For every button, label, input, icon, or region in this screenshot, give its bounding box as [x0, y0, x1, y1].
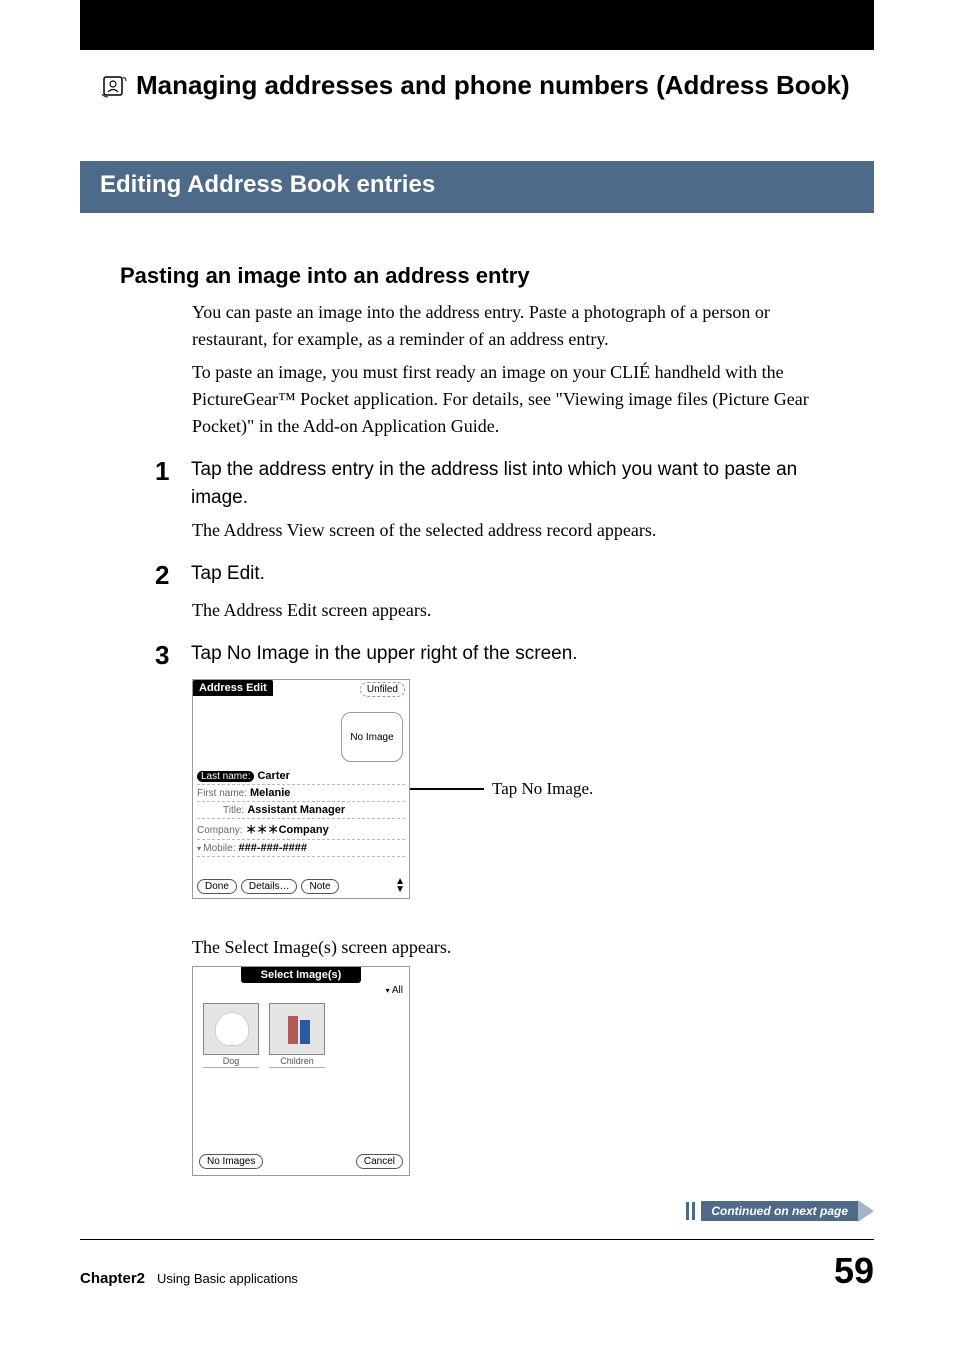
footer-chapter: Chapter2 — [80, 1270, 145, 1287]
thumbnail-image — [203, 1003, 259, 1055]
palm-fields: Last name: Carter First name: Melanie Ti… — [197, 768, 405, 857]
section-title: Editing Address Book entries — [100, 171, 435, 198]
chapter-heading: Managing addresses and phone numbers (Ad… — [100, 70, 874, 101]
details-button[interactable]: Details… — [241, 879, 298, 894]
palm2-bottom-buttons: No Images Cancel — [199, 1154, 403, 1169]
thumbnail-image — [269, 1003, 325, 1055]
address-edit-screenshot: Address Edit Unfiled No Image Last name:… — [192, 679, 410, 899]
step-3: 3 Tap No Image in the upper right of the… — [155, 640, 844, 671]
thumbnail-children[interactable]: Children — [269, 1003, 325, 1068]
thumbnail-caption: Dog — [203, 1055, 259, 1068]
continued-arrow-icon — [858, 1200, 874, 1222]
step-number: 1 — [155, 456, 177, 487]
address-book-icon — [100, 72, 128, 100]
thumbnail-caption: Children — [269, 1055, 325, 1068]
step-number: 2 — [155, 560, 177, 591]
step-2: 2 Tap Edit. — [155, 560, 844, 591]
scroll-arrows-icon[interactable]: ▲▼ — [395, 878, 405, 894]
lastname-label: Last name: — [197, 771, 254, 782]
no-images-button[interactable]: No Images — [199, 1154, 263, 1169]
firstname-label: First name: — [197, 788, 247, 799]
page-footer: Chapter2 Using Basic applications 59 — [80, 1239, 874, 1292]
page-number: 59 — [834, 1250, 874, 1292]
step-1: 1 Tap the address entry in the address l… — [155, 456, 844, 511]
lastname-value: Carter — [257, 770, 289, 782]
continued-bars-icon — [686, 1202, 695, 1220]
field-firstname[interactable]: First name: Melanie — [197, 785, 405, 802]
footer-left: Chapter2 Using Basic applications — [80, 1270, 298, 1288]
step-title: Tap Edit. — [191, 560, 265, 588]
done-button[interactable]: Done — [197, 879, 237, 894]
palm2-title: Select Image(s) — [241, 967, 361, 983]
cancel-button[interactable]: Cancel — [356, 1154, 403, 1169]
company-value: ＊＊＊Company — [246, 821, 329, 837]
thumbnails: Dog Children — [203, 1003, 325, 1068]
top-rule — [80, 48, 874, 50]
mobile-value: ###-###-#### — [239, 842, 308, 854]
footer-title: Using Basic applications — [157, 1271, 298, 1286]
intro-paragraph-2: To paste an image, you must first ready … — [192, 359, 844, 440]
mobile-label: Mobile: — [197, 843, 236, 854]
callout-text: Tap No Image. — [492, 779, 593, 799]
title-value: Assistant Manager — [247, 804, 345, 816]
step-title: Tap the address entry in the address lis… — [191, 456, 844, 511]
firstname-value: Melanie — [250, 787, 290, 799]
step-title: Tap No Image in the upper right of the s… — [191, 640, 578, 668]
no-image-button[interactable]: No Image — [341, 712, 403, 762]
palm-bottom-buttons: Done Details… Note ▲▼ — [197, 878, 405, 894]
category-all-selector[interactable]: All — [386, 985, 403, 996]
company-label: Company: — [197, 825, 243, 836]
no-image-label: No Image — [350, 732, 393, 743]
intro-paragraph-1: You can paste an image into the address … — [192, 299, 844, 353]
chapter-title: Managing addresses and phone numbers (Ad… — [136, 70, 850, 101]
subheading: Pasting an image into an address entry — [120, 263, 874, 289]
step-number: 3 — [155, 640, 177, 671]
note-button[interactable]: Note — [301, 879, 338, 894]
step-2-sub: The Address Edit screen appears. — [192, 597, 844, 624]
continued-banner: Continued on next page — [686, 1200, 874, 1222]
select-image-screenshot: Select Image(s) All Dog Children No Imag… — [192, 966, 410, 1176]
palm-titlebar: Address Edit — [193, 680, 273, 696]
field-lastname[interactable]: Last name: Carter — [197, 768, 405, 785]
title-label: Title: — [223, 805, 244, 816]
field-company[interactable]: Company: ＊＊＊Company — [197, 819, 405, 840]
callout-line — [410, 788, 484, 790]
thumbnail-dog[interactable]: Dog — [203, 1003, 259, 1068]
field-mobile[interactable]: Mobile: ###-###-#### — [197, 840, 405, 857]
palm-screenshot-1-wrapper: Address Edit Unfiled No Image Last name:… — [192, 679, 954, 899]
step-1-sub: The Address View screen of the selected … — [192, 517, 844, 544]
category-selector[interactable]: Unfiled — [360, 682, 405, 697]
continued-label: Continued on next page — [701, 1201, 858, 1221]
field-title[interactable]: Title: Assistant Manager — [197, 802, 405, 819]
section-bar: Editing Address Book entries — [80, 161, 874, 213]
select-image-intro: The Select Image(s) screen appears. — [192, 937, 844, 958]
top-black-bar — [80, 0, 874, 48]
